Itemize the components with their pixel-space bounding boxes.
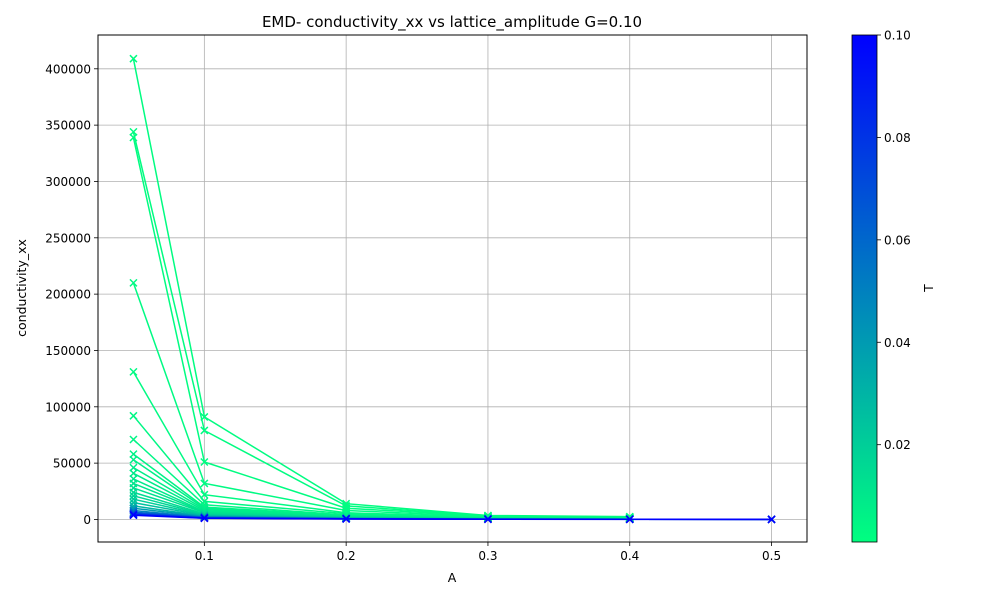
- colorbar-tick-label: 0.04: [884, 336, 911, 350]
- data-point-marker: [625, 515, 634, 524]
- data-point-marker: [129, 435, 138, 444]
- x-tick-label: 0.1: [195, 549, 214, 563]
- data-point-marker: [129, 54, 138, 63]
- data-point-marker: [342, 514, 351, 523]
- plot-frame: [97, 34, 808, 543]
- y-tick-label: 0: [83, 513, 91, 527]
- y-tick-label: 250000: [45, 231, 91, 245]
- data-point-marker: [129, 511, 138, 520]
- colorbar-label: T: [921, 284, 936, 293]
- series-line: [132, 371, 630, 519]
- colorbar-tick-label: 0.06: [884, 233, 911, 247]
- y-tick-label: 300000: [45, 175, 91, 189]
- colorbar-ticks: 0.02 0.04 0.06 0.08 0.10: [877, 29, 911, 452]
- data-point-marker: [483, 515, 492, 524]
- y-axis-label: conductivity_xx: [14, 239, 29, 337]
- data-point-marker: [200, 514, 209, 523]
- data-point-marker: [129, 491, 138, 500]
- series-line: [132, 282, 630, 519]
- data-point-marker: [200, 457, 209, 467]
- series-line: [132, 415, 630, 519]
- data-point-marker: [129, 367, 138, 376]
- data-point-marker: [129, 278, 138, 287]
- x-tick-label: 0.5: [762, 549, 781, 563]
- plot-area: [129, 54, 776, 524]
- series-3: [129, 133, 634, 522]
- colorbar-gradient: [851, 34, 878, 543]
- series-4: [129, 278, 634, 522]
- series-line: [132, 58, 630, 518]
- series-5: [129, 367, 634, 522]
- colorbar: 0.02 0.04 0.06 0.08 0.10 T: [851, 29, 936, 543]
- data-point-marker: [129, 495, 138, 504]
- colorbar-tick-label: 0.02: [884, 438, 911, 452]
- y-tick-label: 350000: [45, 119, 91, 133]
- data-point-marker: [129, 133, 138, 142]
- series-line: [132, 137, 630, 518]
- y-tick-label: 400000: [45, 62, 91, 76]
- x-tick-label: 0.3: [478, 549, 497, 563]
- chart-title: EMD- conductivity_xx vs lattice_amplitud…: [262, 13, 642, 32]
- x-tick-label: 0.4: [620, 549, 639, 563]
- y-tick-label: 150000: [45, 344, 91, 358]
- y-tick-label: 200000: [45, 288, 91, 302]
- data-point-marker: [200, 490, 209, 499]
- x-axis: 0.1 0.2 0.3 0.4 0.5: [195, 542, 781, 563]
- colorbar-tick-label: 0.08: [884, 131, 911, 145]
- data-point-marker: [767, 515, 776, 524]
- y-axis: 0 50000 100000 150000 200000 250000 300000 3500…: [45, 62, 98, 527]
- data-point-marker: [129, 411, 138, 420]
- series-line: [133, 514, 772, 521]
- data-point-marker: [129, 455, 138, 464]
- data-point-marker: [129, 488, 138, 497]
- series-26: [129, 511, 776, 524]
- y-tick-label: 50000: [53, 457, 91, 471]
- data-point-marker: [200, 426, 209, 435]
- x-tick-label: 0.2: [337, 549, 356, 563]
- colorbar-tick-label: 0.10: [884, 29, 911, 43]
- grid-lines: [98, 35, 807, 542]
- y-tick-label: 100000: [45, 400, 91, 414]
- x-axis-label: A: [448, 570, 457, 585]
- data-point-marker: [200, 479, 209, 488]
